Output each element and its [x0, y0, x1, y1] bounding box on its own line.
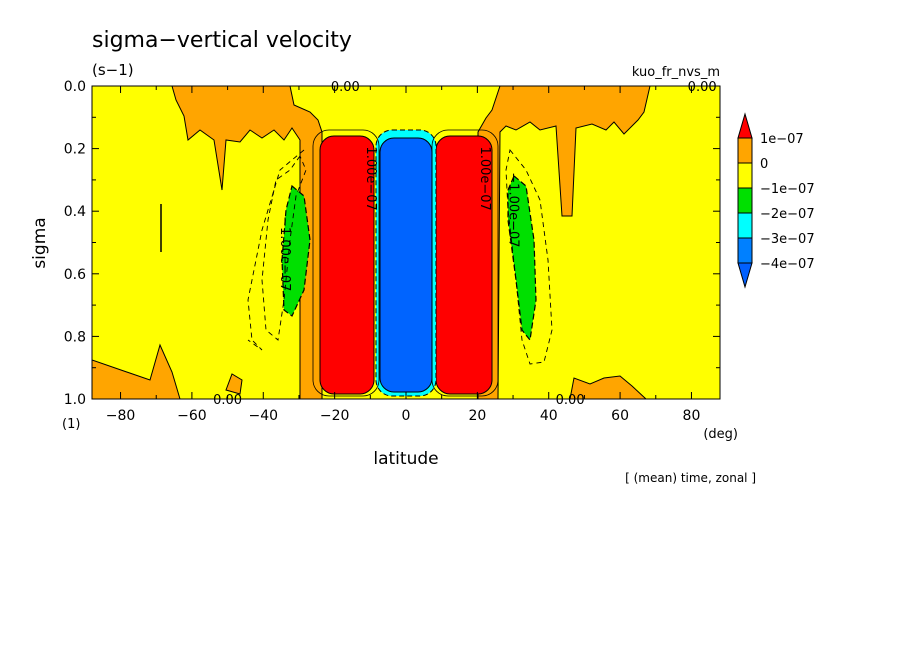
- y-tick-label: 0.2: [64, 142, 86, 158]
- contour-label: 0.00: [213, 393, 242, 408]
- contour-label: −1.00e−07: [505, 172, 520, 247]
- dashed-contour-south: [261, 155, 307, 341]
- x-tick-label: −60: [177, 408, 207, 424]
- colorbar-segment: [737, 212, 753, 239]
- x-tick-label: 20: [468, 408, 486, 424]
- x-tick-label: −20: [320, 408, 350, 424]
- colorbar-segment: [737, 112, 753, 139]
- colorbar: 1e−07 0 −1e−07 −2e−07 −3e−07 −4e−07: [737, 112, 815, 289]
- y-tick-label: 0.0: [64, 79, 86, 95]
- x-tick-label: 40: [540, 408, 558, 424]
- colorbar-label: −3e−07: [760, 232, 815, 247]
- dashed-contour-south-outer: [247, 149, 305, 351]
- units-label: (s−1): [92, 61, 134, 79]
- y-unit-label: (1): [62, 417, 80, 432]
- x-tick-label: 0: [402, 408, 411, 424]
- colorbar-label: −4e−07: [760, 257, 815, 272]
- red-cell-south: [319, 135, 375, 395]
- x-tick-label: 60: [611, 408, 629, 424]
- x-tick-label: −40: [248, 408, 278, 424]
- y-tick-label: 1.0: [64, 392, 86, 408]
- contour-label: 1.00e−07: [363, 146, 378, 210]
- y-axis: 0.0 0.2 0.4 0.6 0.8 1.0: [64, 79, 720, 408]
- contour-label: 0.00: [331, 80, 360, 95]
- contour-label: 0.00: [556, 393, 585, 408]
- y-tick-label: 0.6: [64, 267, 86, 283]
- contour-label: 0.00: [688, 80, 717, 95]
- colorbar-label: −1e−07: [760, 182, 815, 197]
- experiment-label: kuo_fr_nvs_m: [632, 65, 720, 80]
- orange-blob-small: [225, 373, 243, 395]
- footnote: [ (mean) time, zonal ]: [625, 471, 756, 485]
- green-region-south: [281, 184, 311, 317]
- blue-core: [379, 137, 433, 393]
- plot-area: [91, 85, 721, 400]
- y-tick-label: 0.8: [64, 329, 86, 345]
- x-tick-label: −80: [106, 408, 136, 424]
- colorbar-label: 1e−07: [760, 132, 804, 147]
- colorbar-segment: [737, 187, 753, 214]
- colorbar-segment: [737, 137, 753, 164]
- colorbar-segment: [737, 237, 753, 264]
- contour-label: 1.00e−07: [477, 146, 492, 210]
- dashed-contour-north: [505, 148, 553, 365]
- x-unit-label: (deg): [703, 427, 738, 442]
- x-tick-label: 80: [683, 408, 701, 424]
- colorbar-segment: [737, 262, 753, 289]
- chart-title: sigma−vertical velocity: [92, 28, 352, 53]
- colorbar-label: −2e−07: [760, 207, 815, 222]
- contour-labels: 0.00 0.00 0.00 0.00 −1.00e−07 −1.00e−07 1.00e−…: [213, 80, 717, 408]
- colorbar-label: 0: [760, 157, 768, 172]
- orange-region-bottom-left: [92, 343, 181, 399]
- colorbar-segment: [737, 162, 753, 189]
- x-axis-title: latitude: [373, 449, 438, 469]
- orange-region-bottom-right: [569, 375, 647, 399]
- x-axis: −80 −60 −40 −20 0 20 40 60 80: [106, 86, 701, 424]
- contour-label: −1.00e−07: [277, 216, 292, 291]
- contour-outline-north: [431, 129, 499, 397]
- contour-outline-south: [312, 129, 380, 397]
- orange-region-top-left: [171, 86, 323, 399]
- y-tick-label: 0.4: [64, 204, 86, 220]
- y-axis-title: sigma: [30, 217, 50, 268]
